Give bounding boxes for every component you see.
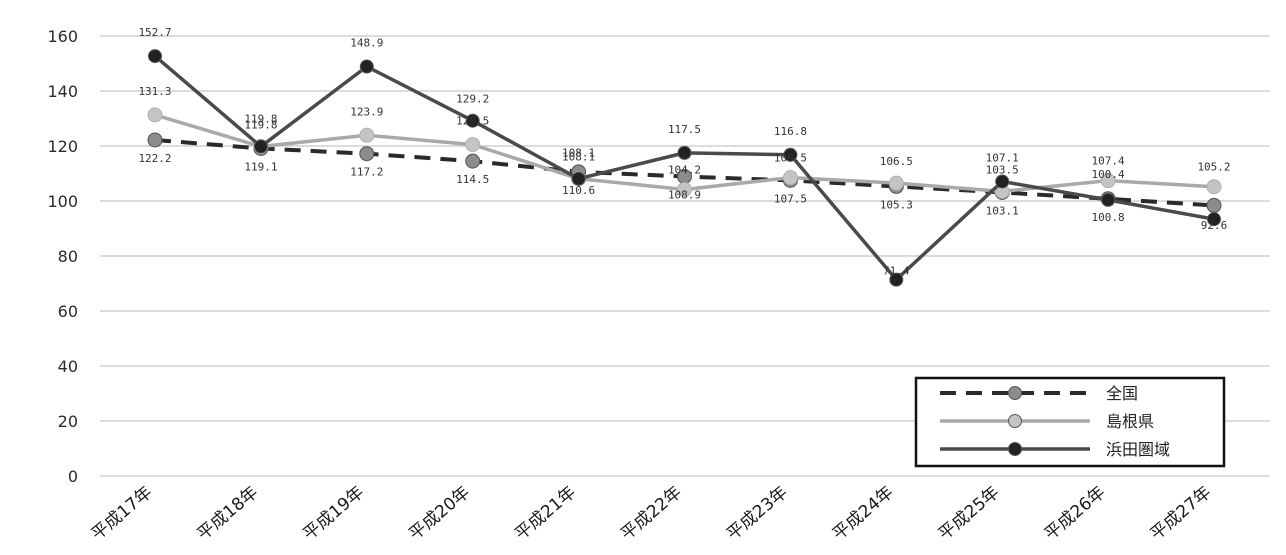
y-tick-label: 100 bbox=[47, 192, 78, 211]
data-label: 129.2 bbox=[456, 93, 489, 106]
data-label: 71.4 bbox=[883, 265, 910, 278]
legend-label: 全国 bbox=[1106, 384, 1138, 403]
data-point bbox=[1206, 179, 1222, 195]
data-point bbox=[889, 272, 904, 287]
data-point bbox=[148, 49, 162, 64]
y-axis-ticks: 0 20 40 60 80 100 120 140 160 bbox=[47, 27, 78, 486]
data-label: 107.1 bbox=[986, 151, 1019, 164]
data-point bbox=[147, 132, 163, 148]
data-label: 117.5 bbox=[668, 123, 701, 136]
series-group bbox=[147, 49, 1222, 287]
legend-label: 浜田圏域 bbox=[1106, 440, 1170, 459]
legend-swatch-marker bbox=[1008, 386, 1022, 400]
data-label: 122.2 bbox=[138, 152, 171, 165]
y-tick-label: 120 bbox=[47, 137, 78, 156]
data-label: 103.5 bbox=[986, 163, 1019, 176]
y-tick-label: 20 bbox=[58, 412, 78, 431]
legend-swatch-marker bbox=[1008, 442, 1022, 456]
data-label: 106.5 bbox=[880, 155, 913, 168]
data-label: 116.8 bbox=[774, 125, 807, 138]
data-label: 103.1 bbox=[986, 204, 1019, 217]
data-label: 123.9 bbox=[350, 105, 383, 118]
y-tick-label: 80 bbox=[58, 247, 78, 266]
data-label: 92.6 bbox=[1201, 219, 1228, 232]
data-point bbox=[465, 153, 481, 169]
data-label: 108.9 bbox=[668, 189, 701, 202]
y-tick-label: 60 bbox=[58, 302, 78, 321]
data-point bbox=[465, 137, 481, 153]
data-label: 148.9 bbox=[350, 37, 383, 50]
data-label: 108.1 bbox=[562, 151, 595, 164]
y-tick-label: 140 bbox=[47, 82, 78, 101]
data-label: 119.1 bbox=[244, 160, 277, 173]
data-point bbox=[571, 171, 586, 186]
data-point bbox=[1101, 192, 1116, 207]
y-tick-label: 0 bbox=[68, 467, 78, 486]
y-tick-label: 160 bbox=[47, 27, 78, 46]
data-label: 120.5 bbox=[456, 115, 489, 128]
data-label: 105.3 bbox=[880, 198, 913, 211]
data-point bbox=[677, 145, 692, 160]
data-label: 119.8 bbox=[244, 113, 277, 126]
data-label: 104.2 bbox=[668, 163, 701, 176]
data-point bbox=[677, 181, 692, 197]
y-tick-label: 40 bbox=[58, 357, 78, 376]
data-label: 131.3 bbox=[138, 85, 171, 98]
legend-swatch-marker bbox=[1008, 414, 1022, 428]
data-point bbox=[253, 139, 268, 154]
data-point bbox=[465, 113, 480, 128]
data-label: 152.7 bbox=[138, 26, 171, 39]
legend-label: 島根県 bbox=[1106, 412, 1154, 431]
data-point bbox=[359, 127, 375, 143]
data-label: 108.5 bbox=[774, 152, 807, 165]
data-label: 100.4 bbox=[1092, 168, 1125, 181]
data-label: 110.6 bbox=[562, 184, 595, 197]
data-point bbox=[359, 146, 375, 162]
data-point bbox=[782, 170, 798, 186]
data-point bbox=[1207, 212, 1221, 227]
data-label: 105.2 bbox=[1197, 161, 1230, 174]
data-label: 100.8 bbox=[1092, 211, 1125, 224]
data-label: 107.4 bbox=[1092, 155, 1125, 168]
data-point bbox=[888, 175, 904, 191]
data-point bbox=[147, 107, 163, 123]
data-point bbox=[1206, 197, 1222, 213]
data-point bbox=[995, 174, 1010, 189]
data-point bbox=[359, 59, 374, 74]
data-label: 108.1 bbox=[562, 147, 595, 160]
gridlines bbox=[100, 35, 1270, 477]
data-label: 114.5 bbox=[456, 173, 489, 186]
data-point bbox=[783, 147, 798, 162]
data-labels: 122.2 119.1 117.2 114.5 110.6 108.9 107.5 105.3… bbox=[138, 26, 1230, 278]
data-label: 107.5 bbox=[774, 192, 807, 205]
data-label: 119.8 bbox=[244, 119, 277, 132]
data-point bbox=[1100, 173, 1116, 189]
data-label: 117.2 bbox=[350, 166, 383, 179]
